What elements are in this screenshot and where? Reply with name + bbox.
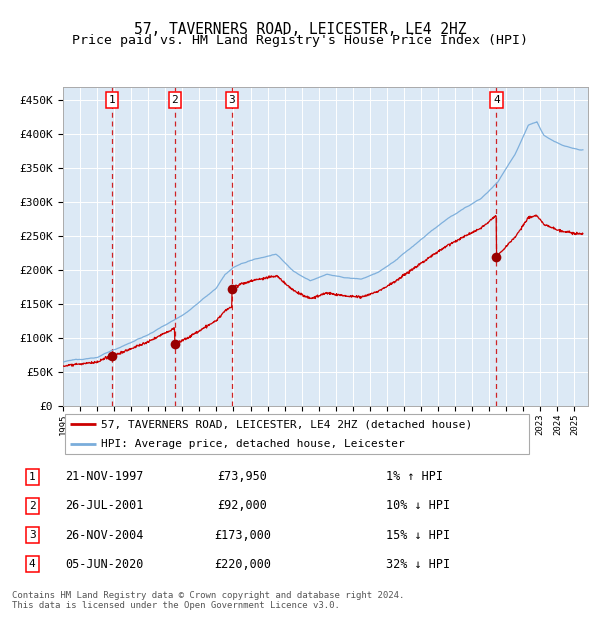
Text: £173,000: £173,000 <box>214 529 271 541</box>
Text: £220,000: £220,000 <box>214 558 271 570</box>
Text: 1% ↑ HPI: 1% ↑ HPI <box>386 471 443 483</box>
Text: 57, TAVERNERS ROAD, LEICESTER, LE4 2HZ: 57, TAVERNERS ROAD, LEICESTER, LE4 2HZ <box>134 22 466 37</box>
Text: £92,000: £92,000 <box>217 500 268 512</box>
Text: 2: 2 <box>172 95 178 105</box>
Text: 1: 1 <box>109 95 116 105</box>
Text: 57, TAVERNERS ROAD, LEICESTER, LE4 2HZ (detached house): 57, TAVERNERS ROAD, LEICESTER, LE4 2HZ (… <box>101 419 473 429</box>
Text: 2: 2 <box>29 501 35 511</box>
Text: 4: 4 <box>29 559 35 569</box>
Text: Contains HM Land Registry data © Crown copyright and database right 2024.: Contains HM Land Registry data © Crown c… <box>12 591 404 600</box>
Text: HPI: Average price, detached house, Leicester: HPI: Average price, detached house, Leic… <box>101 439 405 449</box>
Text: 26-NOV-2004: 26-NOV-2004 <box>65 529 143 541</box>
Text: 3: 3 <box>229 95 235 105</box>
FancyBboxPatch shape <box>65 414 529 454</box>
Text: 10% ↓ HPI: 10% ↓ HPI <box>386 500 451 512</box>
Text: 15% ↓ HPI: 15% ↓ HPI <box>386 529 451 541</box>
Text: 05-JUN-2020: 05-JUN-2020 <box>65 558 143 570</box>
Text: 3: 3 <box>29 530 35 540</box>
Text: 26-JUL-2001: 26-JUL-2001 <box>65 500 143 512</box>
Text: Price paid vs. HM Land Registry's House Price Index (HPI): Price paid vs. HM Land Registry's House … <box>72 34 528 47</box>
Text: 4: 4 <box>493 95 500 105</box>
Text: £73,950: £73,950 <box>217 471 268 483</box>
Text: 32% ↓ HPI: 32% ↓ HPI <box>386 558 451 570</box>
Text: 21-NOV-1997: 21-NOV-1997 <box>65 471 143 483</box>
Text: This data is licensed under the Open Government Licence v3.0.: This data is licensed under the Open Gov… <box>12 601 340 610</box>
Text: 1: 1 <box>29 472 35 482</box>
